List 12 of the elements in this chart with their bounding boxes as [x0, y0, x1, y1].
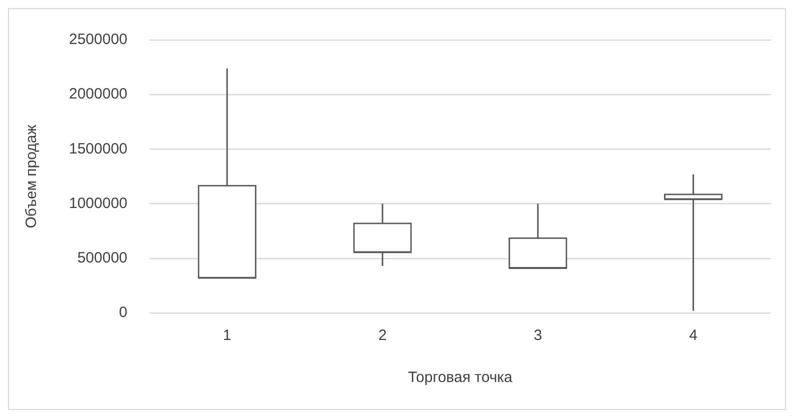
- y-tick-label: 1500000: [68, 140, 128, 158]
- x-axis-title: Торговая точка: [408, 369, 514, 386]
- y-tick-label: 1000000: [68, 194, 128, 212]
- x-tick-label: 4: [689, 327, 698, 344]
- y-tick-label: 0: [119, 304, 128, 322]
- y-tick-label: 2500000: [68, 31, 128, 48]
- x-tick-label: 2: [378, 327, 387, 344]
- x-tick-label: 3: [534, 327, 542, 344]
- x-tick-label: 1: [222, 327, 232, 344]
- y-tick-label: 2000000: [68, 86, 128, 103]
- y-axis-title: Объем продаж: [23, 124, 40, 228]
- y-tick-label: 500000: [77, 250, 128, 267]
